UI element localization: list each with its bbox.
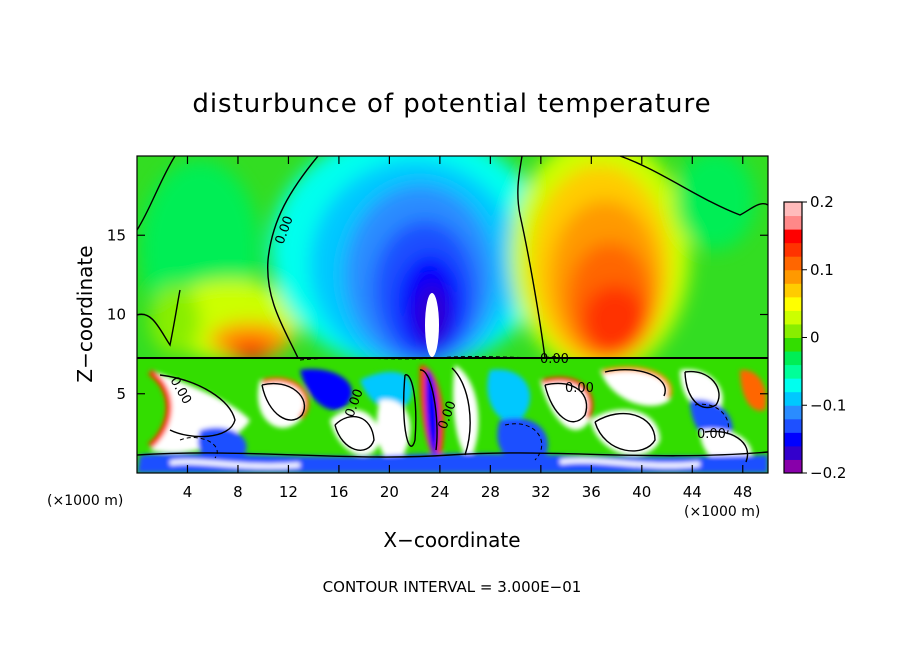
contour-dashed (179, 355, 729, 461)
contour-eddy (137, 451, 768, 458)
eddy-shape (147, 369, 172, 449)
colorbar-swatch (784, 378, 802, 393)
y-axis: 5 10 15 (107, 226, 768, 403)
eddy-shape (300, 369, 352, 410)
y-tick-label: 10 (107, 306, 126, 324)
contour-negative (694, 403, 729, 437)
colorbar-swatch (784, 364, 802, 379)
contour-eddy (684, 370, 720, 409)
eddy-shape (453, 365, 479, 460)
colorbar-swatch (784, 310, 802, 325)
contour-negative (504, 423, 543, 461)
contour-eddy (704, 430, 749, 463)
x-tick-label: 48 (733, 483, 752, 501)
x-tick-label: 32 (531, 483, 550, 501)
contour-interval-note: CONTOUR INTERVAL = 3.000E−01 (323, 578, 582, 596)
x-tick-label: 44 (683, 483, 702, 501)
colorbar-swatch (784, 269, 802, 284)
x-tick-label: 28 (481, 483, 500, 501)
x-tick-label: 16 (329, 483, 348, 501)
eddy-shape (169, 459, 301, 469)
chart-title: disturbunce of potential temperature (192, 89, 711, 119)
x-tick-label: 4 (183, 483, 193, 501)
eddy-shape (261, 377, 310, 420)
contour-zero-right (619, 156, 768, 216)
eddy-shape (376, 399, 411, 462)
contour-zero-left-edge-2 (137, 156, 176, 231)
contour-label: 0.00 (565, 381, 594, 396)
contour-eddy (419, 369, 438, 451)
contour-lines (137, 156, 768, 463)
eddy-shape (590, 409, 660, 456)
colorbar-swatch (784, 296, 802, 311)
eddy-shape (360, 371, 412, 411)
colorbar-swatch (784, 242, 802, 257)
colorbar-swatch (784, 459, 802, 474)
eddy-shape (487, 369, 530, 422)
contour-zero-left (267, 156, 319, 359)
field-blob (583, 285, 647, 355)
colorbar-swatch (784, 202, 802, 217)
contour-label: 0.00 (697, 427, 726, 442)
field-blob (675, 156, 755, 250)
colorbar-swatch (784, 323, 802, 338)
colorbar-tick-label: −0.1 (810, 396, 846, 414)
colorbar-swatch (784, 405, 802, 420)
contour-negative (299, 355, 561, 361)
colorbar-swatch (784, 229, 802, 244)
colorbar-swatch (784, 337, 802, 352)
eddy-shape (425, 370, 439, 456)
colorbar-swatch (784, 256, 802, 271)
colorbar: −0.2 −0.1 0 0.1 0.2 (783, 193, 846, 482)
upper-field (140, 156, 755, 375)
colorbar-tick-label: 0 (810, 329, 820, 347)
colorbar-swatch (784, 283, 802, 298)
contour-zero-left-edge (137, 289, 181, 347)
eddy-shape (600, 366, 672, 406)
contour-eddy (594, 412, 656, 452)
contour-label: 0.00 (540, 352, 569, 367)
field-blob (228, 340, 272, 360)
x-tick-label: 12 (279, 483, 298, 501)
eddy-shape (330, 409, 380, 456)
colorbar-tick-label: −0.2 (810, 464, 846, 482)
colorbar-swatch (784, 391, 802, 406)
x-tick-label: 24 (430, 483, 449, 501)
y-tick-label: 15 (107, 226, 126, 244)
x-unit-label: (×1000 m) (684, 504, 760, 520)
eddy-shape (137, 453, 768, 473)
contour-eddy (334, 415, 375, 451)
contour-eddy (261, 382, 305, 421)
colorbar-swatch (784, 418, 802, 433)
colorbar-tick-label: 0.1 (810, 261, 834, 279)
eddy-shape (740, 369, 767, 411)
x-axis-title: X−coordinate (383, 528, 520, 552)
y-tick-label: 5 (116, 385, 126, 403)
x-tick-label: 8 (233, 483, 243, 501)
contour-eddy (451, 367, 471, 456)
z-unit-label: (×1000 m) (47, 493, 123, 509)
colorbar-swatch (784, 215, 802, 230)
contour-zero-middle (517, 156, 546, 359)
contour-eddy (604, 368, 666, 397)
contour-eddy (402, 374, 417, 447)
contour-negative (179, 437, 218, 459)
x-tick-label: 20 (380, 483, 399, 501)
colorbar-swatch (784, 351, 802, 366)
x-axis: 4 8 12 16 20 24 28 32 36 40 44 48 (183, 156, 752, 501)
x-tick-label: 40 (632, 483, 651, 501)
colorbar-tick-label: 0.2 (810, 193, 834, 211)
colorbar-swatch (784, 445, 802, 460)
contour-eddy (544, 382, 588, 423)
colorbar-swatch (784, 432, 802, 447)
x-tick-label: 36 (582, 483, 601, 501)
y-axis-title: Z−coordinate (73, 245, 97, 382)
cold-core (425, 293, 439, 357)
eddy-shape (541, 376, 594, 419)
plot-area: 0.00 0.00 0.00 0.00 0.00 0.00 0.00 (137, 156, 768, 473)
contour-eddy (159, 374, 236, 438)
eddy-shape (559, 457, 701, 469)
